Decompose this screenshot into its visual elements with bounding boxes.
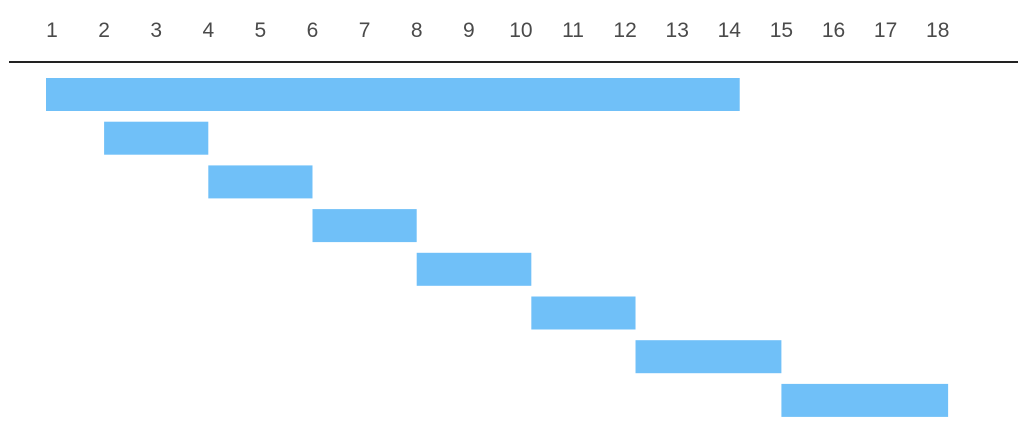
task-bar xyxy=(416,252,532,286)
x-tick-label: 11 xyxy=(562,19,584,42)
task-bar xyxy=(208,165,313,199)
task-bar xyxy=(104,121,209,155)
task-bars xyxy=(46,78,949,417)
x-tick-label: 15 xyxy=(770,19,793,42)
x-tick-label: 13 xyxy=(666,19,689,42)
x-tick-label: 18 xyxy=(926,19,949,42)
x-tick-label: 9 xyxy=(463,19,475,42)
x-tick-label: 16 xyxy=(822,19,845,42)
x-tick-label: 10 xyxy=(509,19,532,42)
task-bar xyxy=(46,78,740,111)
task-bar xyxy=(635,340,782,374)
x-tick-label: 6 xyxy=(307,19,319,42)
x-axis-tick-labels: 1 2 3 4 5 6 7 8 9 10 11 12 13 14 15 16 17 18 xyxy=(46,19,949,42)
x-tick-label: 8 xyxy=(411,19,423,42)
task-bar xyxy=(312,209,417,243)
x-tick-label: 14 xyxy=(718,19,742,42)
x-tick-label: 12 xyxy=(613,19,636,42)
x-tick-label: 3 xyxy=(150,19,162,42)
x-tick-label: 17 xyxy=(874,19,897,42)
x-tick-label: 2 xyxy=(98,19,110,42)
task-bar xyxy=(531,296,636,330)
x-tick-label: 5 xyxy=(255,19,267,42)
task-bar xyxy=(781,383,949,417)
x-tick-label: 1 xyxy=(46,19,58,42)
x-tick-label: 4 xyxy=(202,19,214,42)
x-tick-label: 7 xyxy=(359,19,371,42)
